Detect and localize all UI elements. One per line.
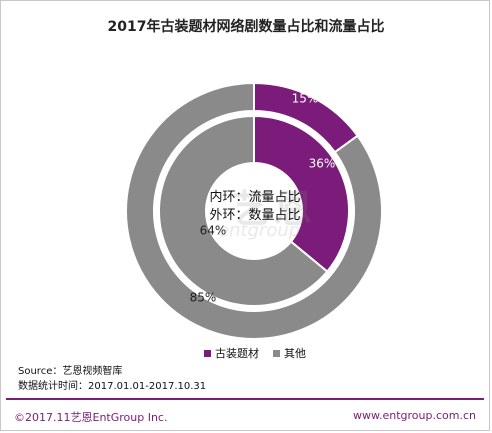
chart-title: 2017年古装题材网络剧数量占比和流量占比 [107, 19, 385, 35]
outer-label-guzhuang: 15% [292, 92, 319, 106]
legend-swatch-other [273, 349, 280, 357]
chart-legend: 古装题材 其他 [204, 345, 306, 361]
legend-item-other: 其他 [273, 345, 306, 361]
footer-copyright: ©2017.11艺恩EntGroup Inc. [14, 411, 168, 424]
date-range-note: 数据统计时间：2017.01.01-2017.10.31 [18, 381, 207, 392]
center-label-outer: 外环：数量占比 [209, 208, 301, 223]
footer-divider [6, 398, 484, 400]
outer-label-other: 85% [190, 291, 217, 305]
legend-item-guzhuang: 古装题材 [204, 345, 259, 361]
source-note: Source：艺恩视频智库 [18, 366, 123, 377]
inner-slice-guzhuang [253, 114, 350, 273]
footer-website: www.entgroup.com.cn [353, 409, 476, 422]
inner-label-guzhuang: 36% [309, 157, 336, 171]
center-label-inner: 内环：流量占比 [209, 190, 301, 205]
legend-swatch-guzhuang [204, 349, 211, 357]
legend-label-other: 其他 [284, 347, 306, 360]
outer-slice-other [125, 81, 383, 340]
legend-label-guzhuang: 古装题材 [215, 347, 259, 360]
inner-slice-other [158, 114, 329, 307]
inner-label-other: 64% [200, 224, 227, 238]
